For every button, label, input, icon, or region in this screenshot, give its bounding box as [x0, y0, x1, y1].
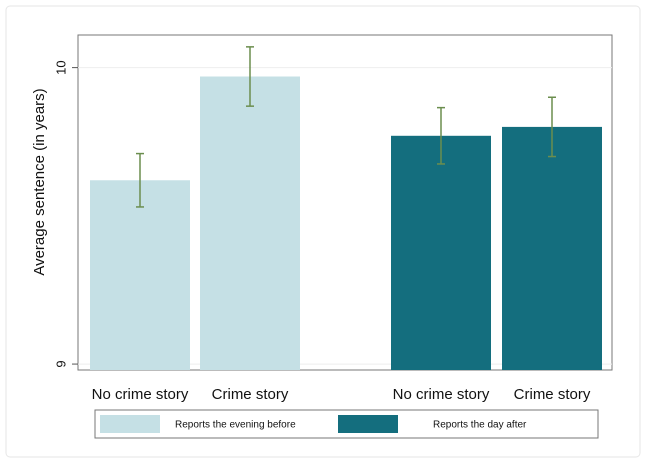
x-tick-label: No crime story [393, 386, 490, 403]
x-tick-label: No crime story [92, 386, 189, 403]
bar [391, 135, 491, 370]
bar [90, 180, 190, 370]
legend-label: Reports the evening before [175, 420, 296, 431]
x-tick-label: Crime story [212, 386, 289, 403]
y-tick-label: 9 [53, 360, 68, 367]
bar [502, 126, 602, 371]
y-axis-label: Average sentence (in years) [31, 88, 48, 275]
legend-label: Reports the day after [433, 420, 527, 431]
y-tick-label: 10 [53, 60, 68, 74]
bar [200, 76, 300, 370]
legend-swatch [100, 415, 160, 433]
legend-swatch [338, 415, 398, 433]
x-tick-label: Crime story [514, 386, 591, 403]
